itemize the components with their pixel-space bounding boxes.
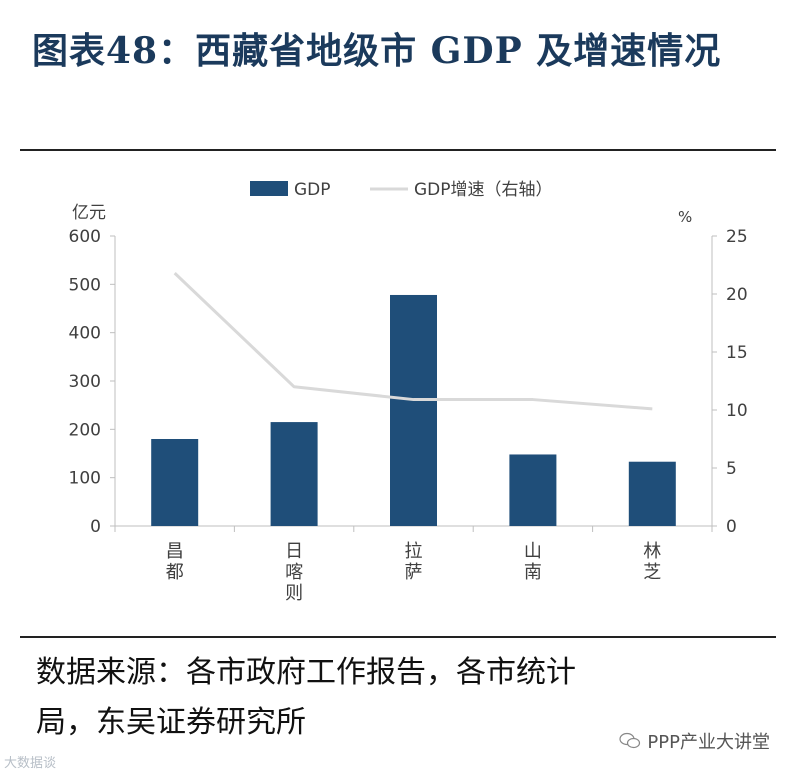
x-tick-label: 芝 (643, 562, 661, 583)
y-left-tick-label: 0 (90, 517, 101, 537)
top-divider (20, 149, 776, 151)
bar-gdp (151, 439, 199, 526)
legend-label-growth: GDP增速（右轴） (414, 180, 553, 200)
y-right-tick-label: 5 (726, 459, 737, 479)
y-right-unit: % (678, 208, 692, 226)
legend-label-gdp: GDP (294, 180, 331, 200)
bottom-divider (20, 636, 776, 638)
y-right-tick-label: 15 (726, 343, 748, 363)
y-left-unit: 亿元 (72, 203, 106, 223)
y-left-tick-label: 100 (69, 469, 101, 489)
watermark-left: 大数据谈 (4, 756, 57, 771)
bar-gdp (270, 422, 318, 526)
y-left-tick-label: 500 (69, 275, 101, 295)
x-tick-label: 喀 (285, 562, 303, 583)
chart: 0 100 200 300 400 500 600 0 5 10 15 20 25 亿元 % 昌都 日喀则 拉萨 山… (69, 180, 748, 604)
x-tick-label: 日 (285, 541, 303, 562)
bar-gdp (390, 294, 437, 526)
y-left-tick-label: 300 (69, 372, 101, 392)
wechat-icon (619, 732, 641, 749)
y-right-tick-label: 0 (726, 517, 737, 537)
x-tick-label: 都 (166, 562, 184, 583)
x-tick-label: 则 (285, 583, 303, 604)
x-tick-label: 昌 (166, 541, 184, 562)
bar-gdp (509, 454, 557, 526)
x-tick-label: 林 (643, 541, 661, 562)
source-note: 数据来源：各市政府工作报告，各市统计 局，东吴证券研究所 (36, 648, 776, 748)
y-right-tick-label: 20 (726, 285, 748, 305)
y-right-tick-label: 10 (726, 401, 748, 421)
watermark-right: PPP产业大讲堂 (619, 728, 770, 754)
x-tick-label: 山 (524, 541, 542, 562)
chart-title: 图表48：西藏省地级市 GDP 及增速情况 (32, 30, 722, 72)
source-line-1: 数据来源：各市政府工作报告，各市统计 (36, 655, 576, 690)
y-right-tick-label: 25 (726, 227, 748, 247)
y-left-tick-label: 200 (69, 420, 101, 440)
y-left-tick-label: 600 (69, 227, 101, 247)
y-left-tick-label: 400 (69, 324, 101, 344)
watermark-right-text: PPP产业大讲堂 (647, 732, 770, 753)
x-tick-label: 拉 (405, 541, 423, 562)
source-line-2: 局，东吴证券研究所 (36, 705, 306, 740)
bar-gdp (628, 461, 676, 526)
x-tick-label: 萨 (405, 562, 423, 583)
legend-swatch-gdp (250, 181, 288, 196)
x-tick-label: 南 (524, 562, 542, 583)
